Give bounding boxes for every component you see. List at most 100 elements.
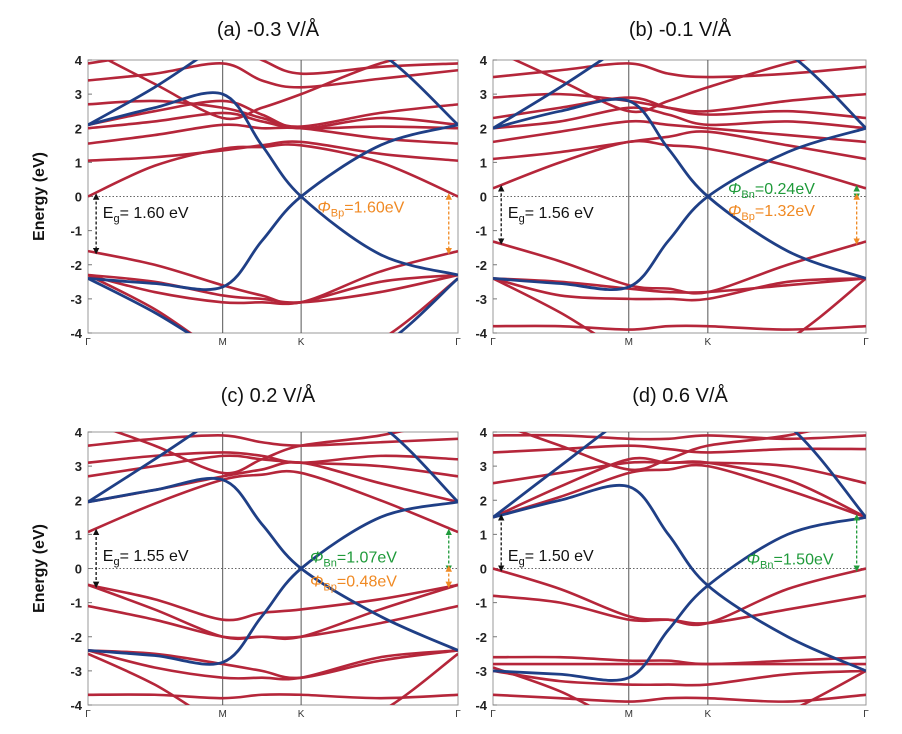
k-label: Γ xyxy=(455,709,461,720)
k-label: M xyxy=(219,709,227,720)
y-tick-label: 3 xyxy=(75,87,82,102)
k-label: Γ xyxy=(455,337,461,348)
red-band-line xyxy=(88,469,458,534)
red-band-line xyxy=(88,649,458,681)
red-band-line xyxy=(493,277,866,302)
red-band-line xyxy=(88,99,458,128)
red-band-line xyxy=(493,655,866,666)
phi-bp-label: ΦBp=1.60eV xyxy=(317,200,404,220)
red-band-line xyxy=(512,60,808,114)
red-band-line xyxy=(88,652,458,705)
red-band-line xyxy=(88,649,458,680)
y-tick-label: -3 xyxy=(70,664,82,679)
red-band-line xyxy=(493,106,866,130)
band-gap-label: Eg= 1.60 eV xyxy=(103,205,189,225)
red-band-line xyxy=(493,240,866,295)
phi-bn-label: ΦBn=1.07eV xyxy=(310,550,397,570)
red-band-line xyxy=(493,277,866,295)
k-label: K xyxy=(705,337,712,348)
blue-band-line xyxy=(88,91,458,277)
k-label: Γ xyxy=(490,709,496,720)
y-tick-label: 1 xyxy=(480,155,487,170)
panel-b: (b) -0.1 V/Å Γ M K Γ 4 3 2 1 0 -1 -2 -3 -4 Eg= 1.56 eV… xyxy=(475,18,869,348)
phi-bn-label: ΦBn=0.24eV xyxy=(728,181,815,201)
red-band-line xyxy=(517,432,812,472)
red-band-line xyxy=(493,277,866,333)
blue-band-line xyxy=(493,97,866,280)
red-band-line xyxy=(493,693,866,703)
blue-band-line xyxy=(493,60,866,130)
k-label: M xyxy=(219,337,227,348)
phi-bn-label: ΦBn=1.50eV xyxy=(747,551,834,571)
k-label: M xyxy=(625,709,633,720)
blue-band-line xyxy=(88,432,458,504)
y-tick-label: -1 xyxy=(70,224,82,239)
red-band-line xyxy=(493,669,866,687)
red-band-line xyxy=(88,62,458,89)
band-gap-label: Eg= 1.56 eV xyxy=(508,205,594,225)
y-tick-label: 0 xyxy=(75,190,82,205)
red-band-line xyxy=(88,249,458,305)
red-band-line xyxy=(88,451,458,465)
red-band-line xyxy=(113,432,405,475)
red-band-line xyxy=(493,666,866,705)
red-band-line xyxy=(493,139,866,190)
blue-band-line xyxy=(493,126,866,291)
k-label: Γ xyxy=(85,337,91,348)
blue-band-line xyxy=(88,500,458,666)
blue-band-line xyxy=(88,277,458,333)
y-tick-label: -4 xyxy=(475,326,487,341)
red-band-line xyxy=(493,433,866,441)
y-tick-label: -4 xyxy=(70,698,82,713)
y-tick-label: 4 xyxy=(480,53,488,68)
y-axis-label: Energy (eV) xyxy=(31,524,48,613)
red-band-line xyxy=(493,62,866,79)
phi-bp-label: ΦBp=0.48eV xyxy=(310,573,397,593)
red-band-line xyxy=(88,99,458,130)
y-tick-label: 4 xyxy=(75,53,83,68)
red-band-line xyxy=(88,583,458,622)
band-gap-label: Eg= 1.50 eV xyxy=(508,548,594,568)
red-band-line xyxy=(88,693,458,700)
k-label: K xyxy=(705,709,712,720)
red-band-line xyxy=(493,130,866,161)
red-band-line xyxy=(493,92,866,113)
red-band-line xyxy=(88,273,458,304)
y-tick-label: 0 xyxy=(480,562,487,577)
y-tick-label: 1 xyxy=(75,155,82,170)
y-tick-label: 3 xyxy=(480,459,487,474)
red-band-line xyxy=(88,143,458,198)
k-label: Γ xyxy=(863,337,869,348)
y-tick-label: 4 xyxy=(480,425,488,440)
k-label: K xyxy=(298,337,305,348)
red-band-line xyxy=(88,140,458,162)
y-tick-label: -1 xyxy=(475,224,487,239)
y-tick-label: -3 xyxy=(475,664,487,679)
red-band-line xyxy=(88,273,458,306)
blue-band-line xyxy=(493,484,866,673)
panel-a: (a) -0.3 V/Å Γ M K Γ 4 3 2 1 0 -1 -2 -3 -4 Energy (eV)… xyxy=(31,18,461,348)
y-tick-label: -4 xyxy=(70,326,82,341)
blue-band-line xyxy=(88,123,458,291)
k-label: K xyxy=(298,709,305,720)
red-band-line xyxy=(88,60,458,76)
y-tick-label: -1 xyxy=(475,596,487,611)
k-label: Γ xyxy=(490,337,496,348)
red-band-line xyxy=(493,444,866,454)
blue-band-line xyxy=(88,60,458,127)
red-band-line xyxy=(88,434,458,447)
blue-band-line xyxy=(88,476,458,652)
panel-title: (b) -0.1 V/Å xyxy=(629,18,732,41)
y-tick-label: 3 xyxy=(480,87,487,102)
red-band-line xyxy=(88,273,458,333)
y-axis-label: Energy (eV) xyxy=(31,152,48,241)
red-band-line xyxy=(493,594,866,625)
band-gap-label: Eg= 1.55 eV xyxy=(103,548,189,568)
y-tick-label: -3 xyxy=(475,292,487,307)
red-band-line xyxy=(88,604,458,640)
y-tick-label: 2 xyxy=(75,493,82,508)
y-tick-label: -4 xyxy=(475,698,487,713)
y-tick-label: 0 xyxy=(75,562,82,577)
red-band-line xyxy=(88,123,458,145)
